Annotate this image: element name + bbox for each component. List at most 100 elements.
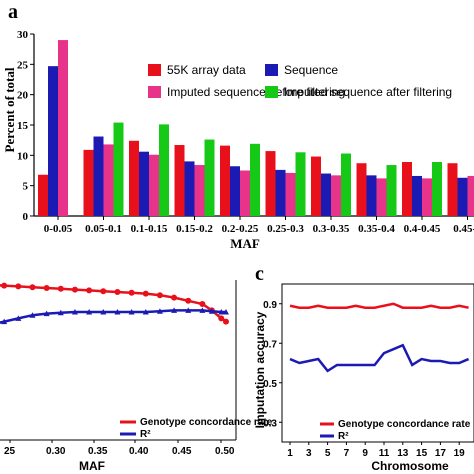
x-tick-label: 25 xyxy=(4,446,16,457)
data-point xyxy=(1,318,8,325)
data-point xyxy=(223,318,229,325)
x-tick-label: 0.3-0.35 xyxy=(313,223,350,235)
data-point xyxy=(142,309,149,315)
data-point xyxy=(29,312,36,318)
bar-3-3 xyxy=(204,139,215,216)
plot-border xyxy=(281,283,474,443)
data-point xyxy=(185,297,192,304)
y-tick-label: 0.9 xyxy=(263,300,277,311)
x-tick-label: 17 xyxy=(435,448,447,459)
bar-6-2 xyxy=(331,175,341,216)
data-point xyxy=(57,309,64,316)
legend-label: Genotype concordance rate xyxy=(140,417,273,428)
y-tick-label: 0 xyxy=(23,211,29,223)
bar-7-0 xyxy=(356,163,367,216)
bar-9-2 xyxy=(467,175,474,216)
panel-a-bar-chart: a Percent of total 0 5 10 15 20 25 30 0-0.05 0.… xyxy=(2,1,474,251)
legend-label: R² xyxy=(338,431,349,442)
x-tick-label: 0.45 xyxy=(172,446,192,457)
bar-7-1 xyxy=(366,175,377,216)
bar-4-2 xyxy=(240,170,250,216)
x-tick-label: 0.40 xyxy=(129,446,149,457)
data-point xyxy=(29,284,36,291)
bar-8-2 xyxy=(422,178,432,216)
y-tick-label: 30 xyxy=(17,29,29,41)
x-tick-label: 0.35-0.4 xyxy=(358,223,395,235)
x-axis-title: Chromosome xyxy=(371,459,449,473)
y-tick-label: 0.7 xyxy=(263,339,277,350)
x-tick-label: 9 xyxy=(362,448,368,459)
y-tick-label: 25 xyxy=(17,59,29,71)
data-point xyxy=(43,310,50,317)
x-tick-label: 0.50 xyxy=(215,446,235,457)
panel-b-line-chart: 25 0.30 0.35 0.40 0.45 0.50 MAF Genotype conc… xyxy=(0,280,273,473)
data-point xyxy=(1,282,8,289)
data-point xyxy=(114,309,121,315)
bar-3-0 xyxy=(174,145,185,216)
bar-8-3 xyxy=(432,162,442,216)
x-tick-label: 0.30 xyxy=(46,446,66,457)
bar-6-0 xyxy=(311,156,321,216)
legend-label: 55K array data xyxy=(167,63,246,77)
x-tick-label: 0.45-0 xyxy=(453,223,474,235)
data-point xyxy=(218,309,225,315)
x-tick-label: 0-0.05 xyxy=(44,223,73,235)
x-tick-label: 0.25-0.3 xyxy=(267,223,304,235)
data-point xyxy=(156,308,163,314)
bar-2-0 xyxy=(129,140,139,216)
legend: 55K array data Sequence Imputed sequence b… xyxy=(148,63,452,99)
y-tick-label: 10 xyxy=(17,150,29,162)
bar-1-3 xyxy=(113,122,124,216)
legend-swatch xyxy=(148,64,161,76)
bar-1-1 xyxy=(93,136,104,216)
bar-5-3 xyxy=(295,152,306,216)
bar-8-0 xyxy=(402,162,412,216)
bar-5-1 xyxy=(275,169,286,216)
x-tick-label: 0.4-0.45 xyxy=(404,223,441,235)
bar-3-2 xyxy=(194,165,205,216)
y-tick-label: 0.3 xyxy=(263,418,277,429)
data-point xyxy=(15,315,22,321)
data-point xyxy=(114,289,121,295)
data-point xyxy=(57,285,64,292)
x-tick-label: 0.1-0.15 xyxy=(131,223,168,235)
x-tick-label: 11 xyxy=(379,448,390,459)
legend-label: Imputed sequence after filtering xyxy=(284,85,452,99)
panel-letter-c: c xyxy=(255,263,264,285)
y-tick-label: 5 xyxy=(23,181,29,193)
data-point xyxy=(171,294,178,301)
x-tick-label: 3 xyxy=(306,448,312,459)
bar-6-3 xyxy=(341,153,351,216)
legend-swatch xyxy=(148,86,161,98)
series-line-1 xyxy=(289,343,470,373)
data-point xyxy=(71,286,78,293)
bar-5-0 xyxy=(265,151,276,216)
x-tick-label: 19 xyxy=(454,448,466,459)
y-axis-title: Imputation accuracy xyxy=(253,311,267,428)
x-tick-label: 0.05-0.1 xyxy=(85,223,122,235)
data-point xyxy=(199,307,206,313)
x-tick-label: 15 xyxy=(416,448,428,459)
x-tick-label: 0.35 xyxy=(88,446,108,457)
legend-label: Imputed sequence before filtering xyxy=(167,85,345,99)
data-point xyxy=(128,309,135,315)
legend-label: Sequence xyxy=(284,63,338,77)
data-point xyxy=(86,287,93,294)
data-point xyxy=(71,309,78,315)
bar-2-3 xyxy=(159,124,169,216)
bar-8-1 xyxy=(412,175,422,216)
bar-7-3 xyxy=(386,165,397,216)
data-point xyxy=(223,309,229,315)
bar-7-2 xyxy=(376,178,387,216)
data-point xyxy=(171,307,178,313)
y-axis-title: Percent of total xyxy=(2,67,17,152)
x-tick-label: 7 xyxy=(344,448,350,459)
x-tick-label: 5 xyxy=(325,448,331,459)
legend-swatch xyxy=(265,86,278,98)
bar-1-0 xyxy=(83,149,94,216)
x-tick-label: 13 xyxy=(397,448,409,459)
x-tick-label: 1 xyxy=(287,448,293,459)
legend-label: R² xyxy=(140,429,151,440)
